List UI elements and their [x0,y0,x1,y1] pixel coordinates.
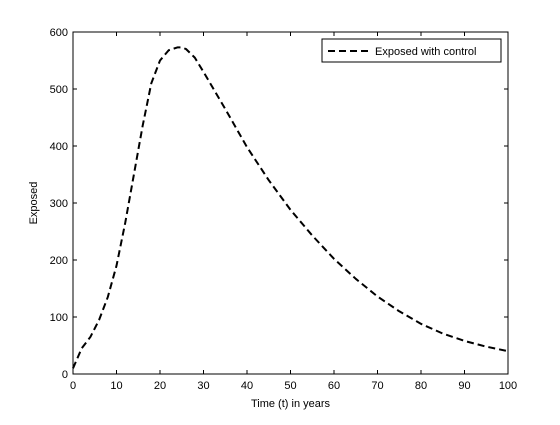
plot-area [72,31,509,375]
x-tick-label: 70 [371,380,383,392]
x-tick-label: 10 [110,380,122,392]
y-axis-ticks: 0 100 200 300 400 500 600 [50,27,508,381]
x-tick-label: 0 [70,380,76,392]
x-tick-label: 100 [499,380,517,392]
x-tick-label: 40 [241,380,253,392]
x-tick-label: 80 [415,380,427,392]
y-tick-label: 500 [50,84,68,96]
x-tick-label: 60 [328,380,340,392]
series-line-exposed-with-control [72,46,509,369]
series-layer [72,46,509,369]
x-tick-label: 50 [284,380,296,392]
y-tick-label: 100 [50,312,68,324]
legend-box [321,38,502,63]
x-tick-label: 20 [154,380,166,392]
y-tick-label: 600 [50,27,68,39]
y-tick-label: 400 [50,141,68,153]
legend-entry-label: Exposed with control [375,46,477,58]
x-axis-ticks: 0 10 20 30 40 50 60 70 80 90 100 [70,32,517,392]
x-tick-label: 90 [458,380,470,392]
y-tick-label: 0 [62,369,68,381]
x-axis-label: Time (t) in years [251,398,331,410]
y-tick-label: 200 [50,255,68,267]
y-tick-label: 300 [50,198,68,210]
legend: Exposed with control [321,38,502,63]
y-axis-label: Exposed [28,182,40,225]
x-tick-label: 30 [197,380,209,392]
